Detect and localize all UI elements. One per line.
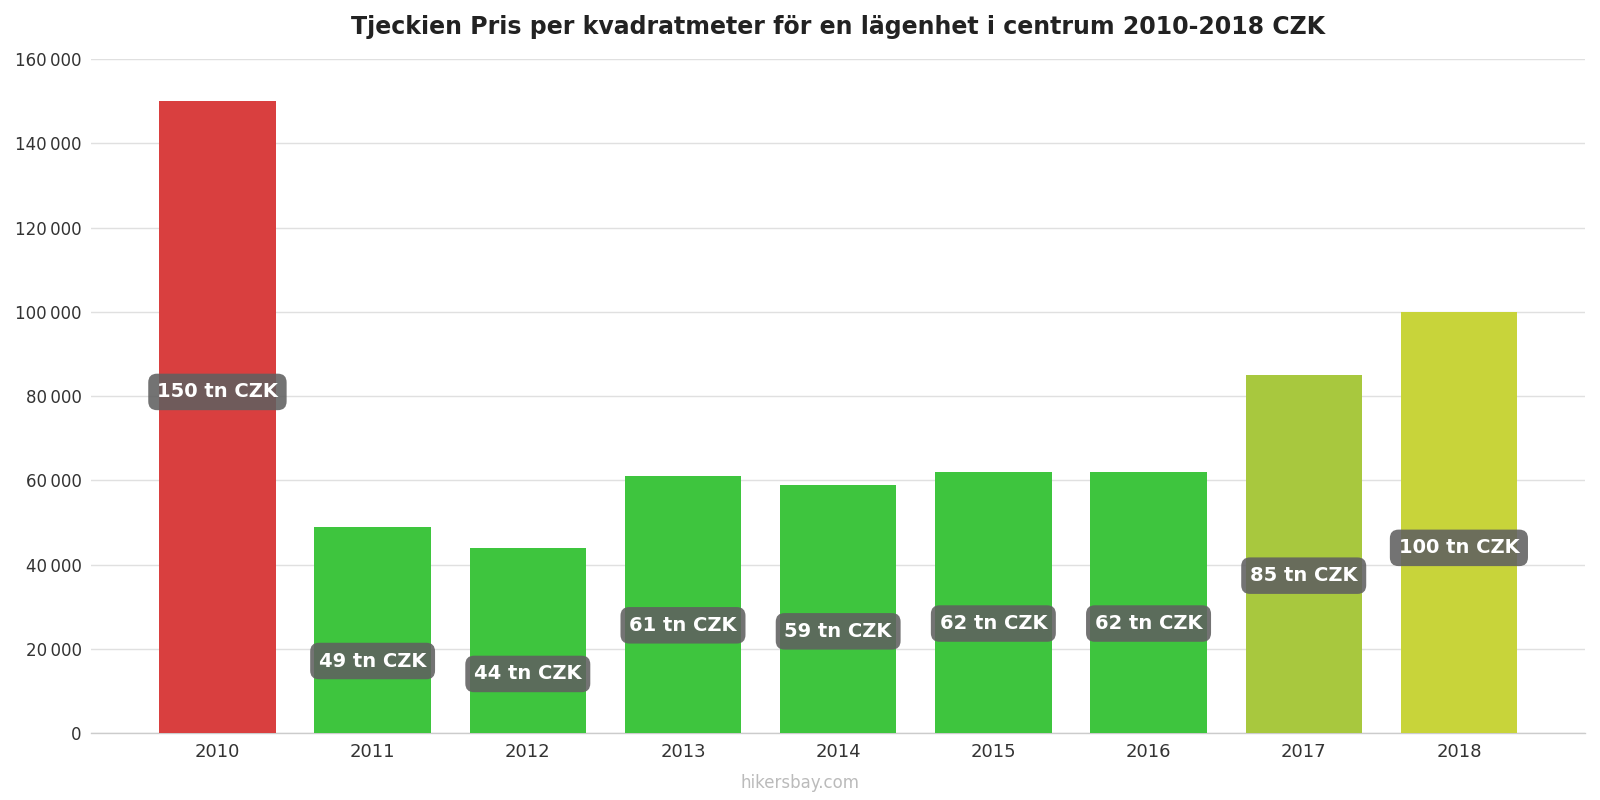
Text: 150 tn CZK: 150 tn CZK xyxy=(157,382,278,402)
Text: 44 tn CZK: 44 tn CZK xyxy=(474,665,581,683)
Text: 100 tn CZK: 100 tn CZK xyxy=(1398,538,1520,558)
Text: 85 tn CZK: 85 tn CZK xyxy=(1250,566,1357,585)
Text: 61 tn CZK: 61 tn CZK xyxy=(629,616,736,635)
Bar xyxy=(934,472,1051,734)
Bar xyxy=(1090,472,1206,734)
Bar xyxy=(160,101,275,734)
Text: hikersbay.com: hikersbay.com xyxy=(741,774,859,792)
Bar xyxy=(624,476,741,734)
Text: 62 tn CZK: 62 tn CZK xyxy=(1094,614,1202,633)
Text: 49 tn CZK: 49 tn CZK xyxy=(318,651,426,670)
Bar xyxy=(779,485,896,734)
Text: 59 tn CZK: 59 tn CZK xyxy=(784,622,891,641)
Title: Tjeckien Pris per kvadratmeter för en lägenhet i centrum 2010-2018 CZK: Tjeckien Pris per kvadratmeter för en lä… xyxy=(350,15,1325,39)
Bar xyxy=(470,548,586,734)
Bar xyxy=(1245,375,1362,734)
Bar xyxy=(1400,312,1517,734)
Text: 62 tn CZK: 62 tn CZK xyxy=(939,614,1046,633)
Bar xyxy=(315,526,430,734)
